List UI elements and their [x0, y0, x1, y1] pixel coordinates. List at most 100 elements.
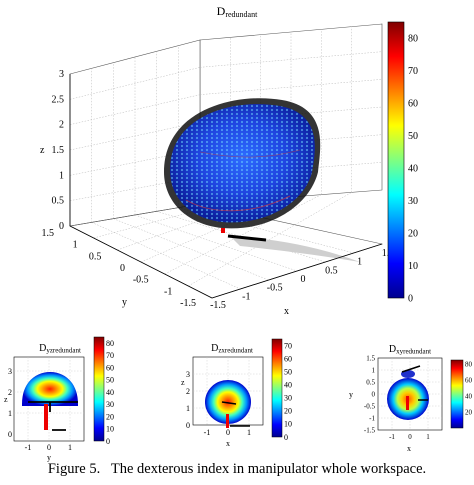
main-ylabel: y [122, 297, 127, 308]
floor-shadow [230, 236, 360, 262]
zx-colorbar [271, 338, 283, 438]
colorbar-tick: 80 [408, 34, 418, 45]
manipulator-arm [227, 234, 267, 242]
colorbar-tick: 10 [106, 425, 114, 434]
main-colorbar-ticks: 0 10 20 30 40 50 60 70 80 [408, 34, 418, 305]
colorbar-tick: 70 [284, 341, 292, 350]
colorbar-tick: 30 [106, 400, 114, 409]
ytick: 2 [8, 388, 12, 397]
main-ytick: 0 [120, 263, 125, 274]
yz-xlabel: y [47, 453, 51, 462]
yz-arm [28, 401, 78, 431]
colorbar-tick: 20 [465, 408, 473, 416]
xy-tick-labels: -1 0 1 -1.5 -1 -0.5 0 0.5 1 1.5 [364, 354, 430, 441]
ytick: 0 [372, 390, 376, 398]
main-ytick: 0.5 [89, 251, 102, 262]
ytick: 3 [186, 370, 190, 379]
colorbar-tick: 10 [284, 420, 292, 429]
xtick: -1 [389, 433, 395, 441]
main-zlabel: z [40, 145, 45, 156]
xy-plot: Dxyredundant -1 0 1-1.5-1-0.500.511.5 y x … [349, 344, 473, 453]
xtick: 0 [226, 428, 230, 437]
main-ytick: -1 [164, 286, 172, 297]
xy-xlabel: x [407, 444, 411, 453]
yz-tick-labels: -1 0 1 0 1 2 3 [8, 367, 72, 452]
colorbar-tick: 30 [408, 196, 418, 207]
xtick: 0 [408, 433, 412, 441]
manipulator-base [221, 228, 225, 233]
ytick: 3 [8, 367, 12, 376]
colorbar-tick: 60 [408, 99, 418, 110]
main-xtick: 0.5 [325, 265, 338, 276]
colorbar-tick: 80 [106, 339, 114, 348]
xy-title: Dxyredundant [389, 344, 431, 356]
main-ztick: 1.5 [52, 145, 65, 156]
colorbar-tick: 60 [106, 363, 114, 372]
xy-arm [401, 365, 428, 401]
xtick: 0 [47, 443, 51, 452]
caption-label: Figure 5. [47, 461, 101, 477]
xtick: -1 [25, 443, 32, 452]
main-ztick: 0 [59, 221, 64, 232]
zx-distribution [205, 380, 251, 424]
colorbar-tick: 70 [106, 351, 114, 360]
main-ztick: 2.5 [52, 94, 65, 105]
ytick: 0 [186, 421, 190, 430]
zx-ylabel: z [181, 378, 185, 387]
colorbar-tick: 40 [284, 381, 292, 390]
colorbar-tick: 0 [106, 437, 110, 446]
figure-caption: Figure 5. The dexterous index in manipul… [0, 461, 474, 478]
colorbar-tick: 40 [106, 388, 114, 397]
zx-manipulator [226, 414, 229, 428]
yz-manipulator [44, 404, 48, 430]
main-xtick: -1.5 [210, 300, 226, 311]
main-ytick: -1.5 [180, 298, 196, 309]
ytick: 1 [8, 409, 12, 418]
yz-title: Dyzredundant [39, 343, 81, 355]
main-xtick: -0.5 [267, 283, 283, 294]
main-ztick: 1 [59, 170, 64, 181]
colorbar-tick: 40 [408, 164, 418, 175]
ytick: 1 [372, 366, 376, 374]
y-axis-line [69, 225, 213, 299]
main-xtick: 1 [357, 257, 362, 268]
ytick: 1.5 [366, 354, 375, 362]
colorbar-tick: 40 [465, 392, 473, 400]
xy-colorbar-ticks: 20 40 60 80 [465, 360, 473, 416]
colorbar-tick: 60 [284, 354, 292, 363]
yz-distribution [22, 372, 78, 406]
main-colorbar [387, 21, 405, 299]
zx-arm [221, 401, 250, 427]
ytick: -0.5 [364, 402, 376, 410]
zx-xlabel: x [226, 439, 230, 448]
yz-colorbar [93, 336, 105, 442]
dome-points [170, 104, 315, 223]
xy-colorbar [450, 359, 464, 429]
colorbar-tick: 50 [284, 367, 292, 376]
ytick: 2 [186, 387, 190, 396]
caption-text: The dexterous index in manipulator whole… [110, 461, 427, 477]
colorbar-tick: 50 [106, 376, 114, 385]
ytick: 0 [8, 430, 12, 439]
dome-seam-2 [199, 149, 301, 158]
xtick: 1 [68, 443, 72, 452]
colorbar-tick: 0 [284, 433, 288, 442]
colorbar-tick: 10 [408, 261, 418, 272]
zx-colorbar-ticks: 0 10 20 30 40 50 60 70 [284, 341, 292, 441]
main-xlabel: x [284, 306, 289, 317]
colorbar-tick: 60 [465, 376, 473, 384]
main-ytick: 1.5 [42, 228, 55, 239]
main-title: Dredundant [217, 4, 258, 19]
main-ytick: -0.5 [133, 275, 149, 286]
main-xtick: 0 [301, 274, 306, 285]
xtick: 1 [247, 428, 251, 437]
main-3d-plot: Dredundant 0 0.5 1 1.5 2 2.5 3 1.5 1 0.5 0 -0.5 -1 -1… [40, 4, 418, 317]
colorbar-tick: 20 [408, 229, 418, 240]
colorbar-tick: 20 [106, 412, 114, 421]
colorbar-tick: 20 [284, 407, 292, 416]
main-ztick: 2 [59, 120, 64, 131]
colorbar-tick: 80 [465, 360, 473, 368]
colorbar-tick: 30 [284, 394, 292, 403]
